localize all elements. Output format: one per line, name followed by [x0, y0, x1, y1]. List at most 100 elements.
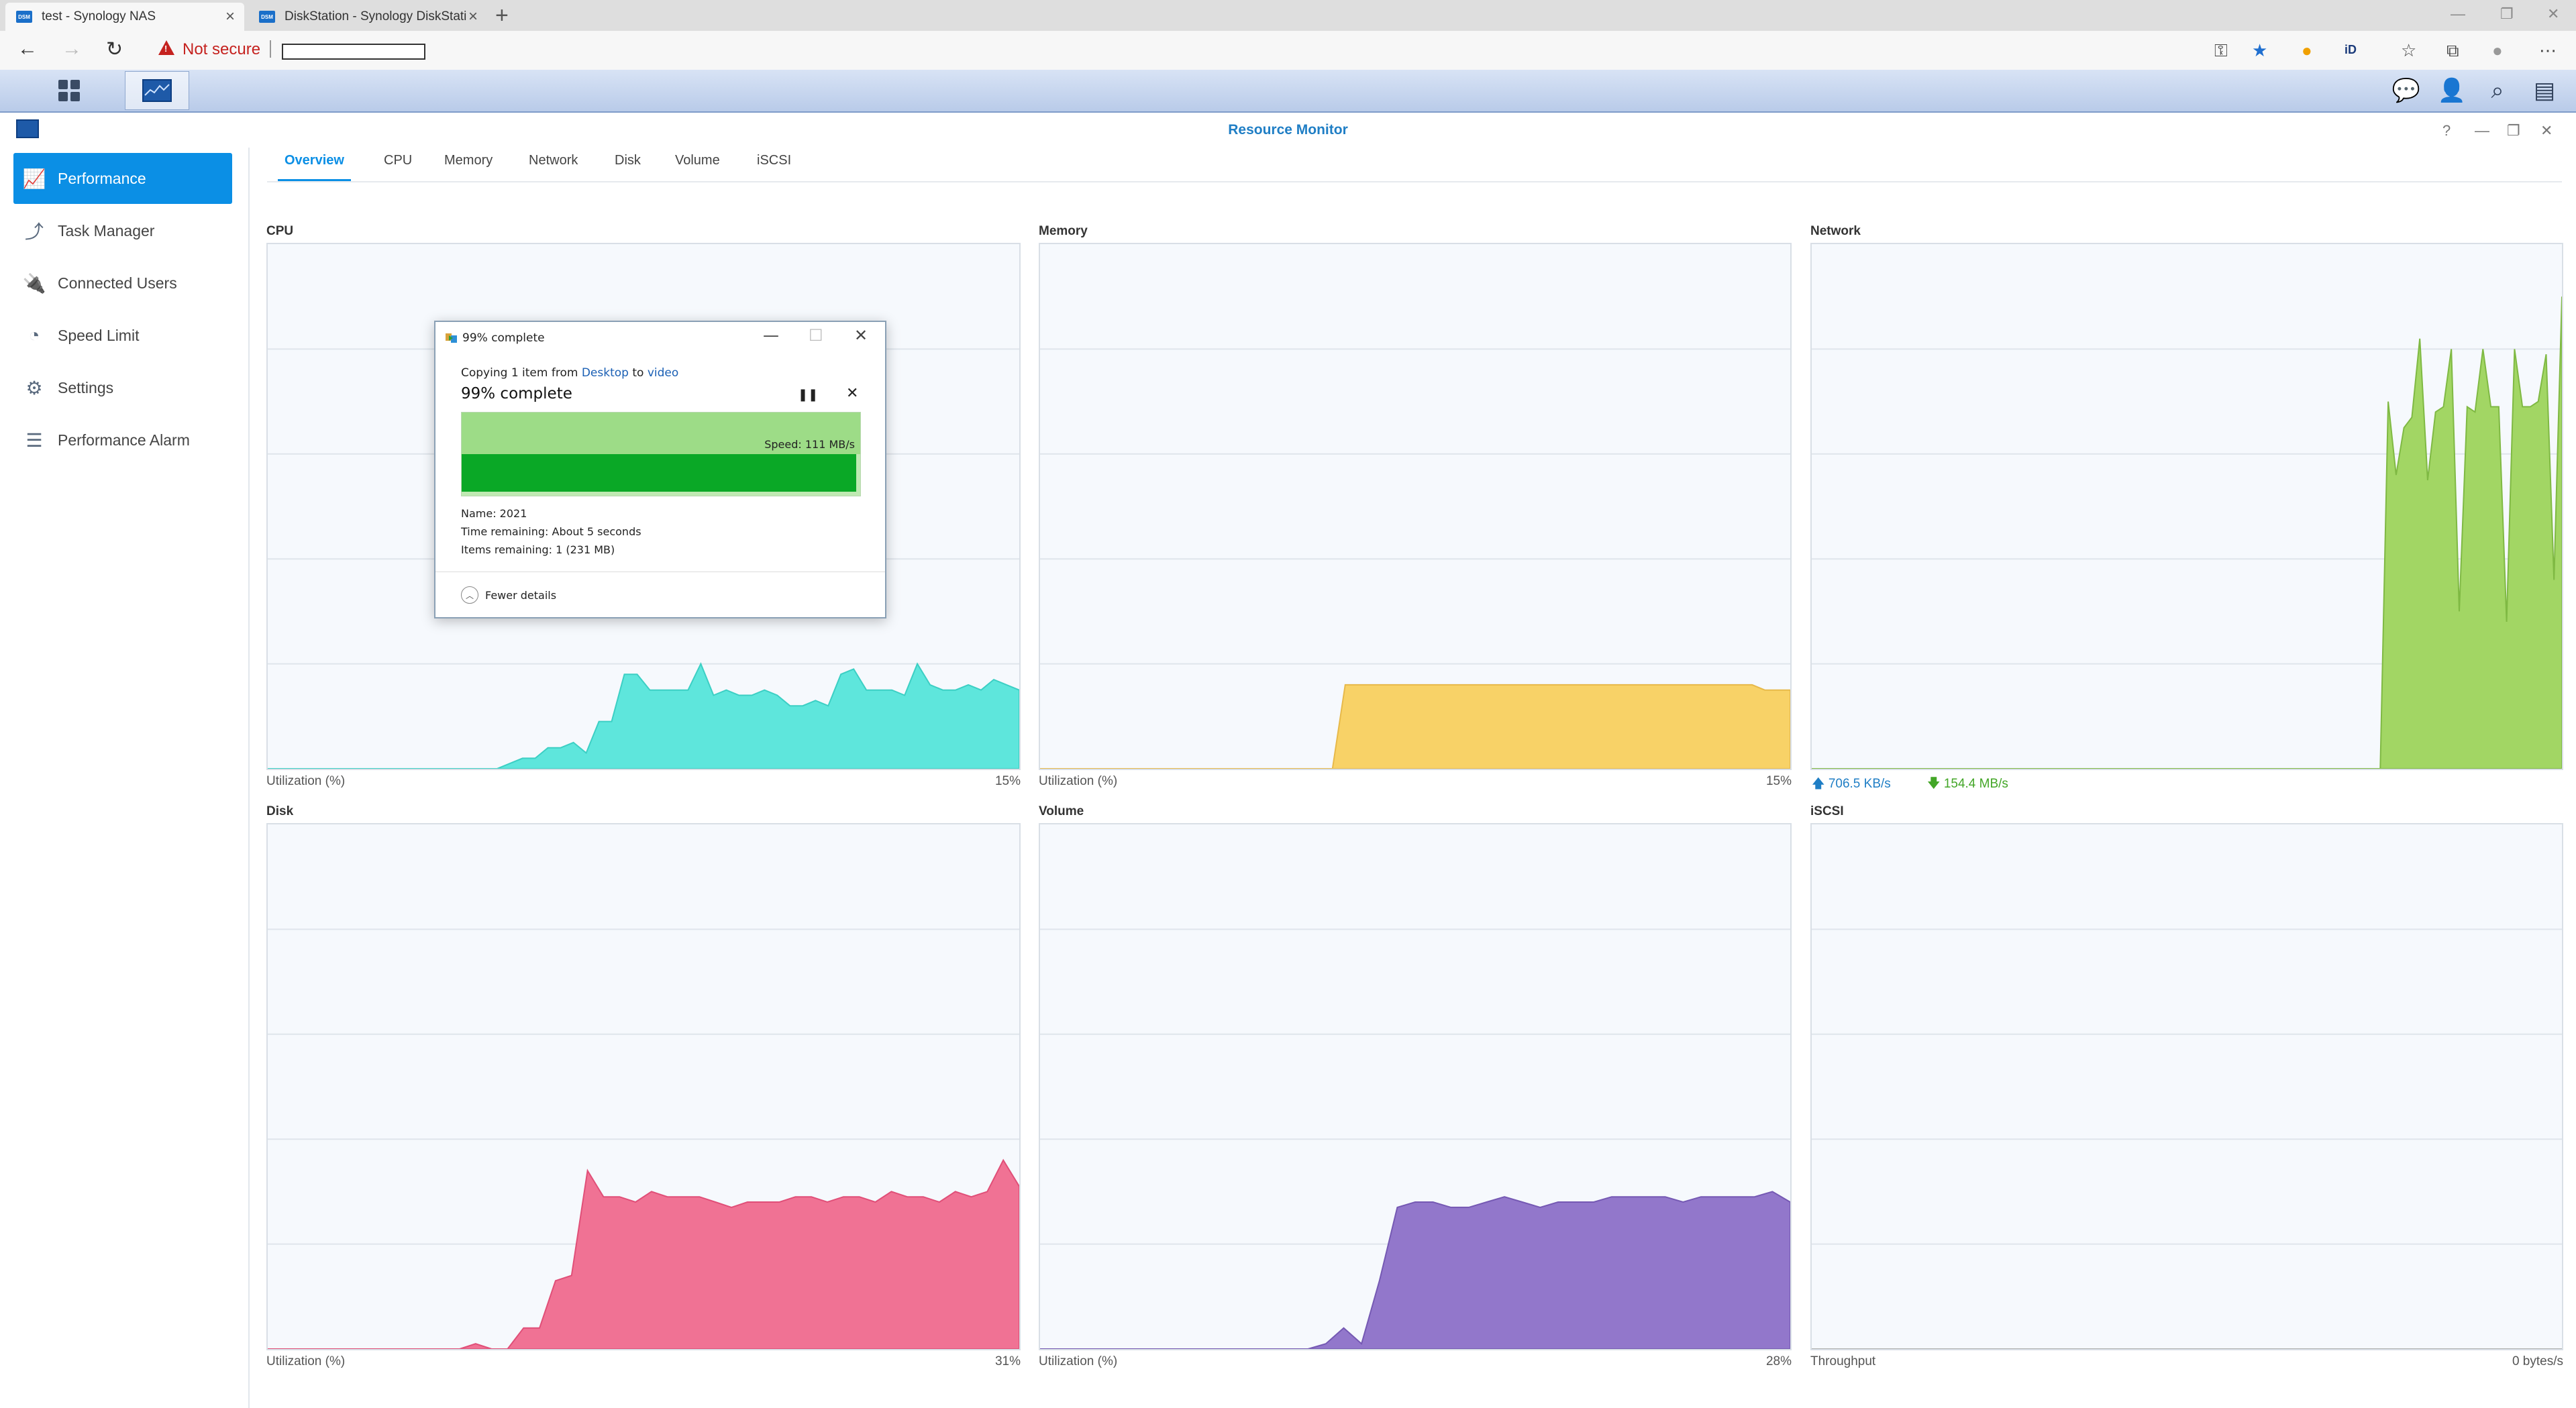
profile-avatar-icon[interactable]: ●: [2492, 40, 2503, 60]
copy-files-icon: [446, 333, 457, 343]
volume-utilization-value: 28%: [1765, 1354, 1792, 1368]
source-link[interactable]: Desktop: [581, 366, 629, 380]
sidebar-item-label: Performance: [58, 169, 146, 187]
chevron-up-icon: ︿: [461, 586, 478, 604]
grid-icon: [58, 80, 80, 101]
memory-chart: [1039, 243, 1792, 770]
search-icon[interactable]: ⌕: [2491, 77, 2504, 103]
fewer-details-button[interactable]: ︿ Fewer details: [461, 586, 556, 604]
dsm-favicon-icon: DSM: [16, 11, 32, 23]
divider: [270, 40, 271, 58]
close-window-icon[interactable]: ✕: [2547, 5, 2560, 22]
sidebar-item-performance[interactable]: 📈 Performance: [13, 153, 232, 204]
volume-area-series: [1040, 1191, 1790, 1349]
favorites-icon[interactable]: ☆: [2401, 40, 2417, 60]
collections-icon[interactable]: ⧉: [2446, 40, 2459, 60]
sidebar-item-performance-alarm[interactable]: ☰ Performance Alarm: [13, 415, 232, 466]
memory-area-series: [1040, 684, 1790, 769]
star-icon[interactable]: ★: [2252, 40, 2268, 60]
cpu-area-series: [268, 662, 1019, 769]
forward-arrow-icon[interactable]: →: [62, 38, 82, 60]
sidebar-item-task-manager[interactable]: ⤴ Task Manager: [13, 205, 232, 256]
speedometer-icon: ◔: [28, 325, 40, 345]
close-icon[interactable]: ✕: [2540, 122, 2553, 139]
network-chart: [1810, 243, 2563, 770]
fewer-details-label: Fewer details: [485, 588, 557, 602]
disk-panel-title: Disk: [266, 804, 294, 818]
window-title: Resource Monitor: [1228, 122, 1348, 138]
tab-cpu[interactable]: CPU: [384, 153, 413, 168]
tab-volume[interactable]: Volume: [675, 153, 720, 168]
dialog-minimize-icon[interactable]: —: [763, 326, 779, 345]
url-input[interactable]: [282, 44, 425, 60]
volume-utilization-label: Utilization (%): [1039, 1354, 1118, 1368]
download-arrow-icon: 🡇: [1927, 777, 1941, 791]
copy-to-word: to: [632, 366, 644, 380]
disk-area-series: [268, 1158, 1019, 1349]
cancel-copy-button[interactable]: ✕: [846, 385, 859, 402]
gear-icon: ⚙: [25, 377, 43, 398]
id-extension-icon[interactable]: iD: [2345, 43, 2357, 56]
key-icon[interactable]: ⚿: [2214, 40, 2228, 60]
sidebar-item-connected-users[interactable]: 🔌 Connected Users: [13, 258, 232, 309]
reload-icon[interactable]: ↻: [106, 38, 123, 60]
cpu-utilization-value: 15%: [994, 774, 1021, 788]
iscsi-throughput-value: 0 bytes/s: [2512, 1354, 2563, 1368]
resource-monitor-taskbar-button[interactable]: [125, 71, 189, 110]
cpu-utilization-label: Utilization (%): [266, 774, 346, 788]
dialog-title: 99% complete: [462, 331, 545, 345]
destination-link[interactable]: video: [647, 366, 679, 380]
tab-iscsi[interactable]: iSCSI: [757, 153, 792, 168]
restore-window-icon[interactable]: ❐: [2500, 5, 2514, 22]
chat-icon[interactable]: 💬: [2391, 78, 2421, 103]
tab-memory[interactable]: Memory: [444, 153, 493, 168]
dialog-close-icon[interactable]: ✕: [854, 326, 868, 345]
sidebar: 📈 Performance ⤴ Task Manager 🔌 Connected…: [0, 148, 250, 1408]
memory-panel-title: Memory: [1039, 224, 1088, 238]
tab-network[interactable]: Network: [529, 153, 578, 168]
security-label[interactable]: Not secure: [183, 40, 261, 58]
sidebar-item-label: Performance Alarm: [58, 431, 190, 449]
close-tab-icon[interactable]: ×: [468, 7, 478, 25]
user-icon[interactable]: 👤: [2437, 78, 2467, 103]
time-remaining: Time remaining: About 5 seconds: [461, 525, 641, 538]
transfer-speed: Speed: 111 MB/s: [764, 438, 855, 451]
browser-tab-test[interactable]: DSM test - Synology NAS ×: [5, 3, 244, 31]
network-panel-title: Network: [1810, 224, 1861, 238]
extension-icon[interactable]: ●: [2302, 40, 2312, 60]
sidebar-item-speed-limit[interactable]: ◔ Speed Limit: [13, 310, 232, 361]
memory-utilization-label: Utilization (%): [1039, 774, 1118, 788]
sidebar-item-label: Speed Limit: [58, 326, 140, 344]
minimize-window-icon[interactable]: —: [2451, 5, 2465, 22]
iscsi-chart-svg: [1812, 928, 2562, 1349]
tab-disk[interactable]: Disk: [615, 153, 641, 168]
dialog-maximize-icon[interactable]: ☐: [809, 326, 823, 345]
progress-percent-text: 99% complete: [461, 385, 572, 402]
upload-value: 706.5 KB/s: [1828, 777, 1891, 791]
minimize-icon[interactable]: —: [2475, 122, 2489, 139]
back-arrow-icon[interactable]: ←: [17, 38, 38, 60]
browser-tab-diskstation[interactable]: DSM DiskStation - Synology DiskStati ×: [248, 3, 487, 31]
memory-utilization-value: 15%: [1765, 774, 1792, 788]
browser-tab-strip: DSM test - Synology NAS × DSM DiskStatio…: [0, 0, 2576, 31]
network-area-series: [1812, 296, 2562, 769]
pause-button[interactable]: ❚❚: [798, 388, 819, 402]
list-icon: ☰: [25, 429, 43, 451]
copy-prefix: Copying 1 item from: [461, 366, 578, 380]
widgets-icon[interactable]: ▤: [2533, 78, 2556, 103]
window-titlebar: Resource Monitor ? — ❐ ✕: [0, 113, 2576, 148]
new-tab-button[interactable]: +: [495, 3, 509, 28]
disk-chart: [266, 823, 1021, 1350]
copy-progress-dialog: 99% complete — ☐ ✕ Copying 1 item from D…: [434, 321, 886, 618]
resource-monitor-app-icon: [16, 119, 39, 138]
main-menu-button[interactable]: [20, 71, 118, 110]
help-icon[interactable]: ?: [2442, 122, 2451, 139]
close-tab-icon[interactable]: ×: [225, 7, 235, 25]
tab-overview[interactable]: Overview: [278, 153, 351, 181]
maximize-icon[interactable]: ❐: [2507, 122, 2520, 139]
more-options-icon[interactable]: ⋯: [2539, 40, 2557, 60]
sidebar-item-settings[interactable]: ⚙ Settings: [13, 362, 232, 413]
dsm-taskbar: [0, 70, 2576, 113]
browser-tab-title: DiskStation - Synology DiskStati: [285, 9, 467, 23]
volume-chart: [1039, 823, 1792, 1350]
